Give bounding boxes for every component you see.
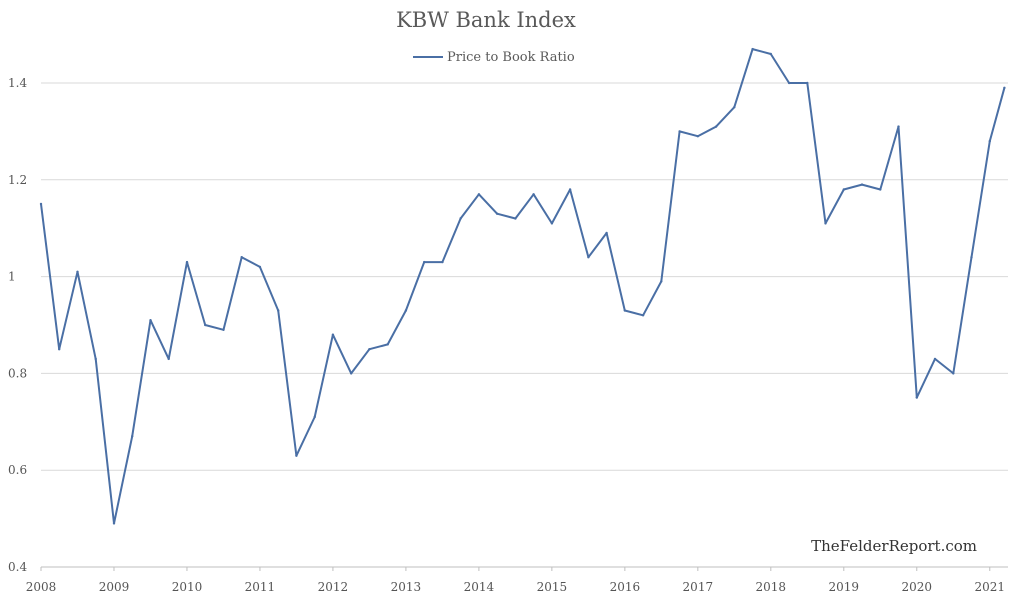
data-point (568, 188, 572, 191)
data-point (1003, 86, 1006, 90)
data-point (204, 323, 207, 327)
data-point (167, 357, 170, 361)
x-axis-tick-labels: 2008 2009 2010 2011 2012 2013 2014 2015 2016 2017… (26, 580, 1005, 594)
data-point (915, 396, 918, 399)
x-tick-label: 2014 (464, 580, 495, 594)
data-point (824, 222, 827, 225)
data-point (933, 357, 937, 361)
data-point (131, 435, 134, 438)
series-layer (39, 47, 1006, 525)
data-point (587, 256, 590, 259)
x-tick-label: 2018 (756, 580, 787, 594)
data-point (842, 188, 845, 191)
data-point (240, 256, 243, 259)
data-point (879, 188, 882, 191)
data-point (769, 52, 772, 56)
legend: Price to Book Ratio (413, 50, 575, 65)
y-tick-label: 1.4 (8, 76, 27, 90)
x-tick-label: 2016 (610, 580, 641, 594)
data-point (441, 260, 444, 264)
data-point (350, 372, 353, 375)
data-point (222, 328, 225, 331)
data-point (258, 265, 262, 269)
data-point (532, 193, 535, 196)
x-tick-label: 2019 (829, 580, 860, 594)
watermark: TheFelderReport.com (811, 537, 977, 555)
data-point (550, 222, 554, 225)
y-tick-label: 0.8 (8, 366, 27, 380)
x-tick-label: 2013 (391, 580, 422, 594)
data-point (313, 415, 316, 419)
chart-title: KBW Bank Index (396, 8, 576, 32)
data-point (185, 260, 189, 264)
data-point (495, 212, 499, 215)
data-point (660, 280, 663, 283)
series-line-price-to-book-ratio (40, 48, 1006, 525)
data-point (423, 260, 426, 264)
x-tick-label: 2017 (683, 580, 714, 594)
data-point (605, 231, 608, 235)
data-point (459, 217, 462, 220)
data-point (988, 139, 991, 143)
data-point (295, 454, 298, 457)
y-tick-label: 1.2 (8, 173, 27, 187)
data-point (277, 309, 280, 312)
x-tick-label: 2011 (245, 580, 276, 594)
data-point (696, 135, 699, 138)
data-point (386, 343, 389, 346)
data-point (404, 309, 408, 312)
x-tick-label: 2009 (99, 580, 130, 594)
data-point (149, 319, 152, 322)
data-point (897, 125, 900, 128)
data-point (970, 256, 973, 259)
x-tick-label: 2008 (26, 580, 57, 594)
data-point (623, 309, 626, 312)
data-point (58, 348, 61, 351)
x-tick-label: 2015 (537, 580, 568, 594)
data-point (806, 81, 809, 85)
data-point (76, 270, 79, 273)
data-point (733, 106, 736, 109)
y-axis-tick-labels: 0.4 0.6 0.8 1 1.2 1.4 (8, 76, 27, 574)
data-point (787, 81, 791, 85)
data-point (112, 522, 116, 525)
x-tick-label: 2010 (172, 580, 203, 594)
data-point (368, 348, 371, 351)
y-tick-label: 0.6 (8, 463, 27, 477)
data-point (678, 130, 681, 133)
x-tick-label: 2012 (318, 580, 349, 594)
x-tick-label: 2020 (902, 580, 933, 594)
y-tick-label: 1 (8, 270, 16, 284)
legend-label-price-to-book-ratio: Price to Book Ratio (447, 50, 575, 65)
data-point (641, 314, 645, 317)
x-tick-label: 2021 (974, 580, 1005, 594)
data-point (952, 372, 955, 375)
data-point (514, 217, 517, 220)
grid-lines (40, 82, 1008, 571)
data-point (331, 333, 335, 336)
y-tick-label: 0.4 (8, 560, 27, 574)
data-point (39, 202, 43, 206)
data-point (477, 193, 481, 196)
data-point (714, 125, 718, 128)
data-point (94, 357, 97, 361)
data-point (860, 183, 864, 186)
data-point (751, 47, 754, 51)
